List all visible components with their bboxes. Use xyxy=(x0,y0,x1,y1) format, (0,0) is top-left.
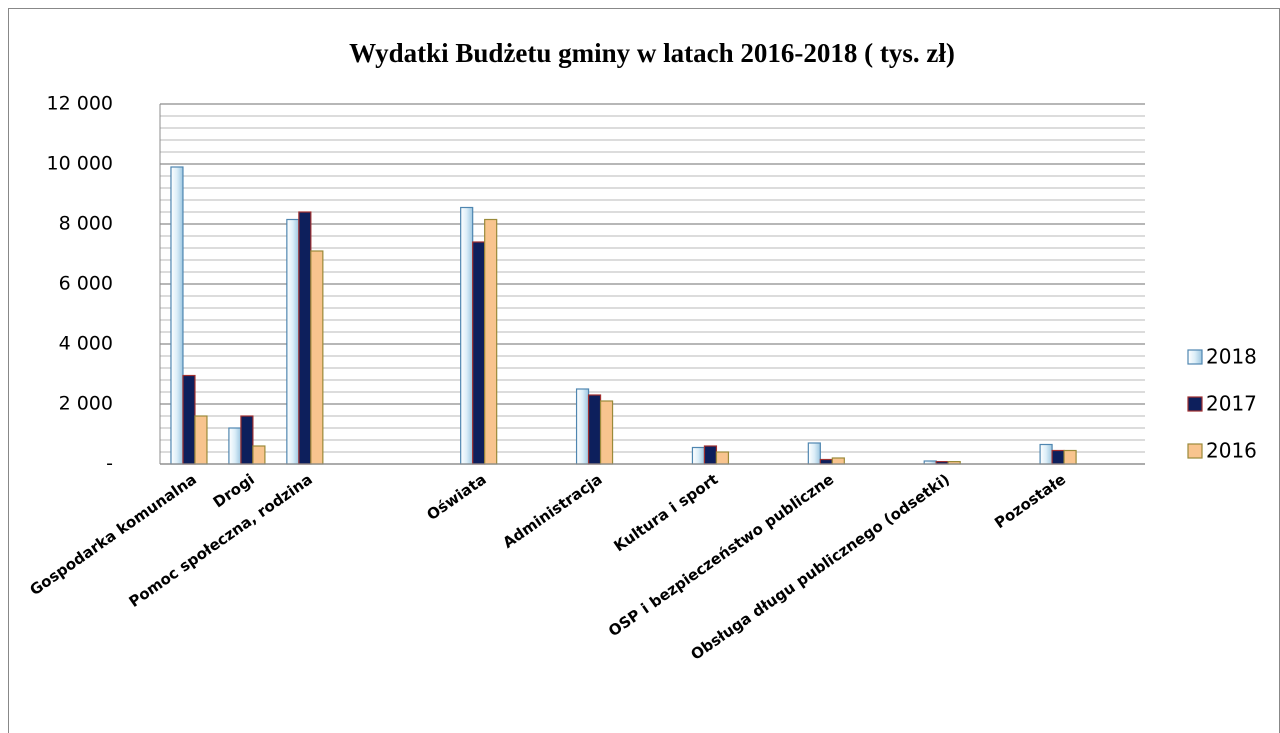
chart-frame xyxy=(8,8,1280,733)
bar xyxy=(575,388,590,465)
y-tick-label: 8 000 xyxy=(59,213,113,235)
bar xyxy=(1063,449,1077,465)
bar xyxy=(182,374,196,465)
legend-swatch xyxy=(1187,396,1203,412)
legend-label: 2018 xyxy=(1206,345,1257,369)
legend-label: 2017 xyxy=(1206,392,1257,416)
bar xyxy=(691,446,706,465)
y-tick-label: 4 000 xyxy=(59,333,113,355)
bar xyxy=(472,241,486,465)
bar xyxy=(587,394,602,465)
bar xyxy=(460,206,474,465)
bar xyxy=(170,166,184,465)
bar xyxy=(286,218,300,465)
legend-swatch xyxy=(1187,349,1203,365)
bar xyxy=(599,400,614,465)
bar xyxy=(715,451,730,465)
legend-label: 2016 xyxy=(1206,439,1257,463)
bar xyxy=(1051,449,1065,465)
y-tick-label: 10 000 xyxy=(47,153,113,175)
bar xyxy=(1039,443,1053,465)
y-tick-label: 6 000 xyxy=(59,273,113,295)
y-tick-label: - xyxy=(106,453,113,475)
bar xyxy=(807,442,821,465)
y-tick-label: 12 000 xyxy=(47,93,113,115)
bar xyxy=(194,415,208,465)
bar xyxy=(831,457,845,465)
bar xyxy=(310,250,324,465)
bar xyxy=(228,427,242,465)
bar xyxy=(298,211,312,465)
bar xyxy=(484,218,498,465)
y-tick-label: 2 000 xyxy=(59,393,113,415)
chart-title: Wydatki Budżetu gminy w latach 2016-2018… xyxy=(349,38,955,68)
legend-swatch xyxy=(1187,443,1203,459)
bar xyxy=(703,445,718,465)
bar xyxy=(819,458,833,465)
bar xyxy=(240,415,254,465)
bar xyxy=(252,445,266,465)
